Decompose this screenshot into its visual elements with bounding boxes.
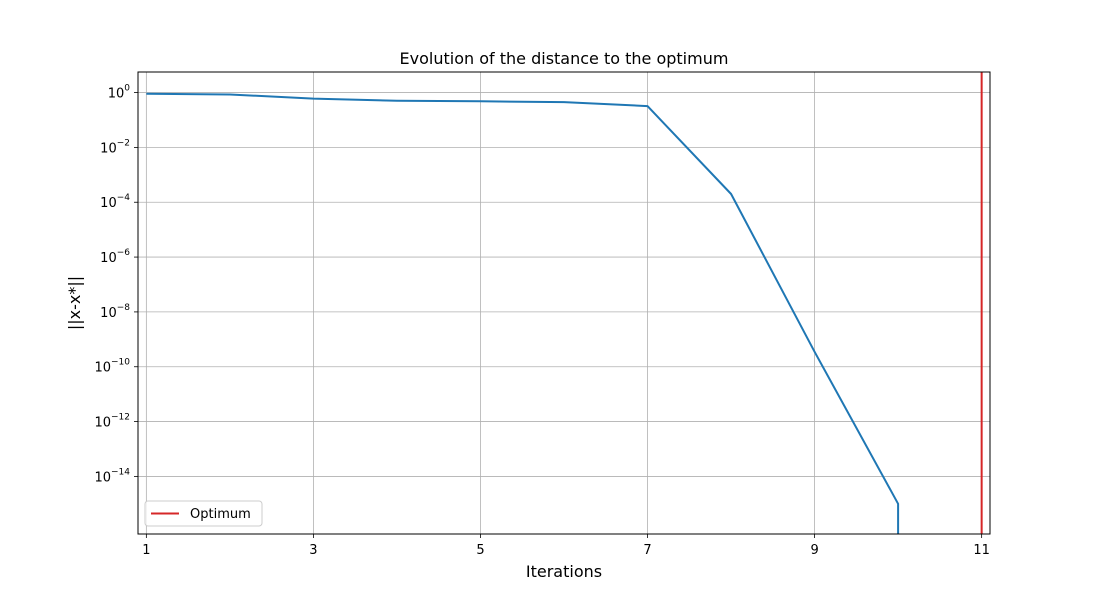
legend-box (144, 500, 263, 527)
x-tick-label: 11 (973, 543, 990, 558)
y-tick-label: 10−8 (100, 303, 130, 321)
series-layer (146, 72, 983, 534)
legend-label-optimum: Optimum (190, 507, 251, 522)
legend: Optimum (144, 500, 263, 527)
x-tick-label: 9 (810, 543, 818, 558)
x-axis-label: Iterations (526, 562, 602, 581)
y-tick-label: 10−6 (100, 248, 130, 266)
series-line (146, 92, 900, 534)
x-tick-label: 1 (142, 543, 150, 558)
grid-layer (138, 72, 990, 534)
y-tick-label: 10−10 (94, 358, 130, 376)
tick-layer: 1 3 5 7 9 11 100 10−2 10−4 10−6 10−8 10−10 10−12 10−1… (94, 84, 989, 558)
plot-frame (137, 71, 991, 535)
y-tick-label: 100 (108, 84, 131, 102)
x-tick-label: 3 (309, 543, 317, 558)
y-tick-label: 10−4 (100, 193, 130, 211)
y-axis-label: ||x-x*|| (65, 276, 84, 330)
chart-title: Evolution of the distance to the optimum (400, 49, 729, 68)
y-tick-label: 10−14 (94, 467, 130, 485)
x-tick-label: 5 (476, 543, 484, 558)
y-tick-label: 10−2 (100, 138, 130, 156)
y-tick-label: 10−12 (94, 413, 130, 431)
x-tick-label: 7 (643, 543, 651, 558)
